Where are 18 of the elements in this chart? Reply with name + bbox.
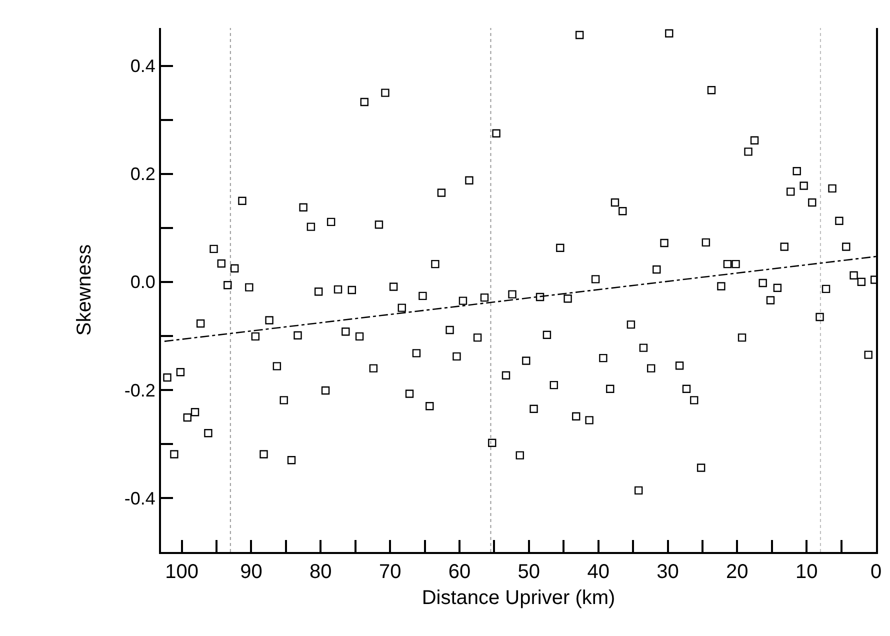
y-tick-label: 0.2 (130, 164, 156, 184)
x-tick-label: 80 (310, 561, 332, 583)
x-tick-label: 90 (240, 561, 262, 583)
x-tick-label: 20 (726, 561, 748, 583)
x-tick-label: 60 (448, 561, 471, 583)
y-tick-label: -0.4 (124, 488, 156, 508)
x-tick-label: 0 (870, 561, 882, 583)
x-tick-label: 30 (656, 561, 679, 583)
y-tick-label: 0.0 (130, 272, 156, 292)
x-tick-label: 70 (378, 561, 402, 583)
y-tick-label: 0.4 (130, 56, 156, 76)
x-tick-label: 40 (587, 561, 610, 583)
x-tick-label: 50 (518, 561, 540, 583)
x-tick-label: 10 (795, 561, 818, 583)
y-axis-title: Skewness (73, 244, 96, 336)
x-axis-title: Distance Upriver (km) (422, 587, 616, 609)
y-tick-label: -0.2 (124, 380, 156, 400)
x-tick-label: 100 (165, 561, 199, 583)
